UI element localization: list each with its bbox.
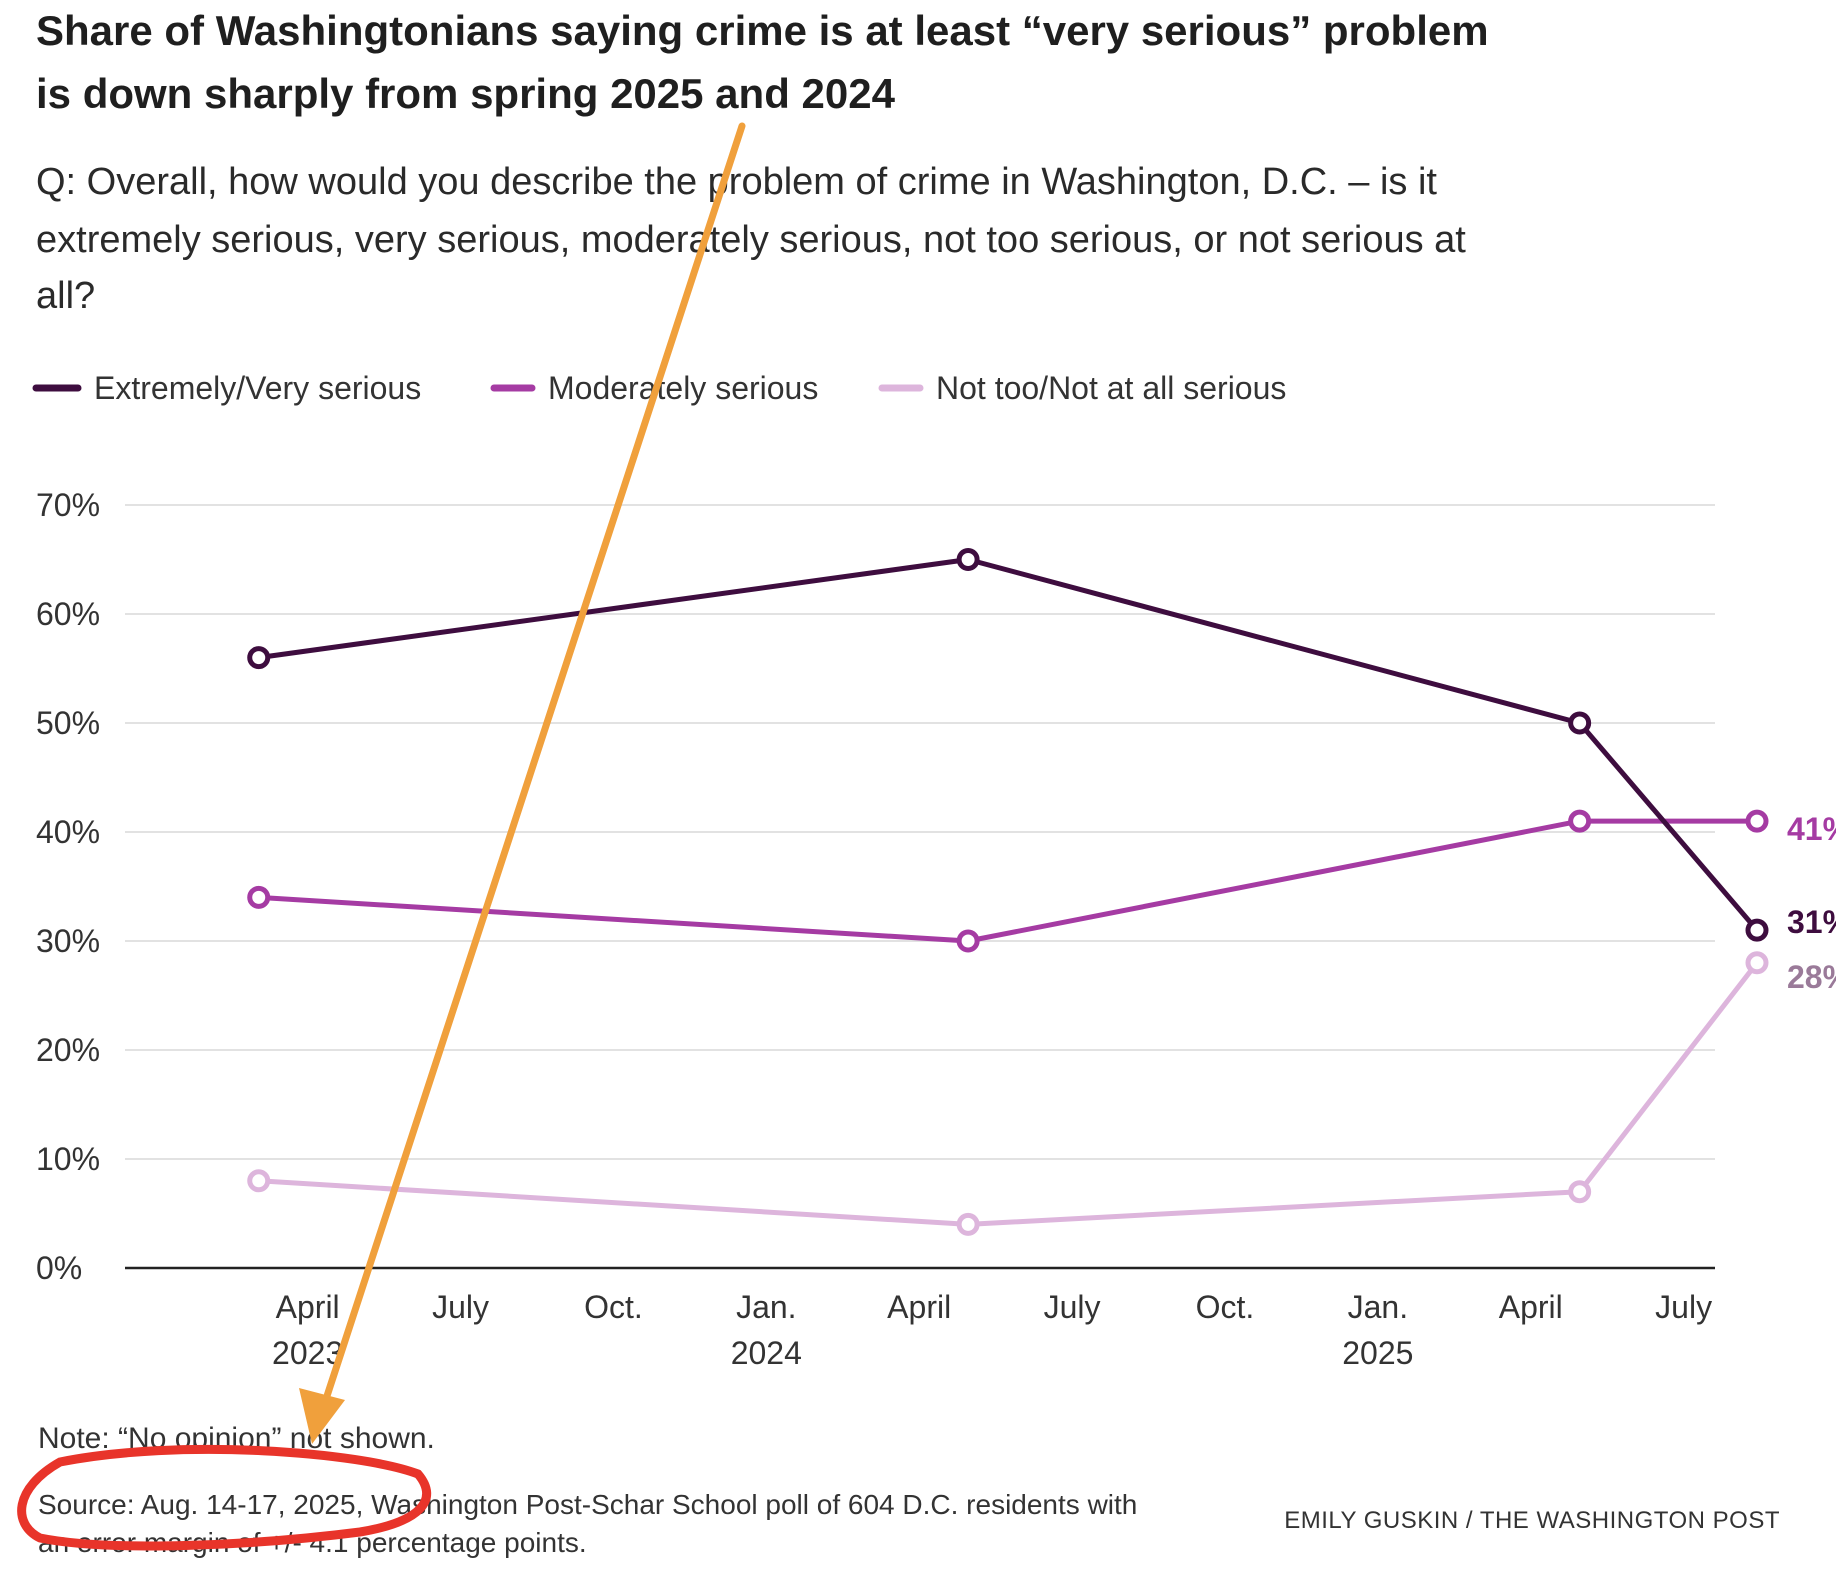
end-labels: 28% 41% 31% <box>1787 811 1836 995</box>
legend: Extremely/Very serious Moderately seriou… <box>32 370 1286 406</box>
x-tick-label-8: April <box>1499 1289 1563 1325</box>
annotations <box>17 122 746 1551</box>
x-tick-label-2: Oct. <box>584 1289 643 1325</box>
x-tick-label-4: April <box>887 1289 951 1325</box>
chart-credit: EMILY GUSKIN / THE WASHINGTON POST <box>1284 1507 1780 1534</box>
y-tick-label-20: 20% <box>36 1032 100 1068</box>
question-line-3: all? <box>36 275 95 317</box>
point-moderately-2 <box>1568 809 1592 833</box>
y-tick-label-30: 30% <box>36 923 100 959</box>
chart-title-line-1: Share of Washingtonians saying crime is … <box>36 7 1489 54</box>
gridlines <box>125 504 1715 1270</box>
end-label-not-too: 28% <box>1787 959 1836 995</box>
end-label-moderately: 41% <box>1787 811 1836 847</box>
chart-title-line-2: is down sharply from spring 2025 and 202… <box>36 70 896 117</box>
y-tick-label-40: 40% <box>36 814 100 850</box>
annotation-arrow-head <box>299 1388 345 1444</box>
x-tick-label-5: July <box>1044 1289 1101 1325</box>
point-moderately-0 <box>247 885 271 909</box>
highlight-circle <box>17 1444 432 1551</box>
point-extremely-very-2 <box>1568 711 1592 735</box>
y-tick-label-0: 0% <box>36 1250 82 1286</box>
series-lines <box>258 557 1759 1227</box>
y-tick-label-70: 70% <box>36 487 100 523</box>
x-tick-year-2024: 2024 <box>731 1335 802 1371</box>
point-extremely-very-0 <box>247 646 271 670</box>
point-not-too-0 <box>247 1169 271 1193</box>
y-tick-label-50: 50% <box>36 705 100 741</box>
series-line-not-too <box>258 961 1759 1227</box>
legend-label-extremely-very: Extremely/Very serious <box>94 370 421 406</box>
point-not-too-2 <box>1568 1180 1592 1204</box>
point-not-too-3 <box>1745 951 1769 975</box>
chart-source-line-1: Source: Aug. 14-17, 2025, Washington Pos… <box>38 1489 1137 1520</box>
x-tick-label-0: April <box>276 1289 340 1325</box>
x-tick-label-1: July <box>432 1289 489 1325</box>
y-tick-label-60: 60% <box>36 596 100 632</box>
point-moderately-3 <box>1745 809 1769 833</box>
end-label-extremely-very: 31% <box>1787 904 1836 940</box>
point-not-too-1 <box>956 1212 980 1236</box>
x-tick-year-2023: 2023 <box>272 1335 343 1371</box>
point-extremely-very-3 <box>1745 918 1769 942</box>
x-tick-label-3: Jan. <box>736 1289 796 1325</box>
point-moderately-1 <box>956 929 980 953</box>
x-axis: April 2023 July Oct. Jan. 2024 April July Oct. Ja… <box>272 1289 1712 1371</box>
series-line-moderately <box>258 818 1757 944</box>
question-line-1: Q: Overall, how would you describe the p… <box>36 161 1437 203</box>
legend-label-moderately: Moderately serious <box>548 370 818 406</box>
point-extremely-very-1 <box>956 548 980 571</box>
y-tick-label-10: 10% <box>36 1141 100 1177</box>
question-line-2: extremely serious, very serious, moderat… <box>36 219 1466 261</box>
series-points <box>247 548 1769 1236</box>
series-line-extremely-very <box>258 557 1759 932</box>
y-axis: 0% 10% 20% 30% 40% 50% 60% 70% <box>36 487 100 1286</box>
x-tick-label-7: Jan. <box>1348 1289 1408 1325</box>
annotation-arrow-line <box>323 122 746 1400</box>
x-tick-label-9: July <box>1655 1289 1712 1325</box>
x-tick-label-6: Oct. <box>1196 1289 1255 1325</box>
legend-label-not-too: Not too/Not at all serious <box>936 370 1286 406</box>
x-tick-year-2025: 2025 <box>1342 1335 1413 1371</box>
